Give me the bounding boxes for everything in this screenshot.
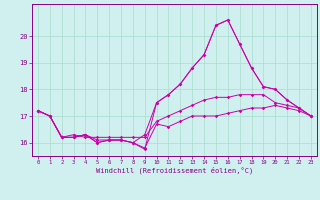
X-axis label: Windchill (Refroidissement éolien,°C): Windchill (Refroidissement éolien,°C) (96, 167, 253, 174)
